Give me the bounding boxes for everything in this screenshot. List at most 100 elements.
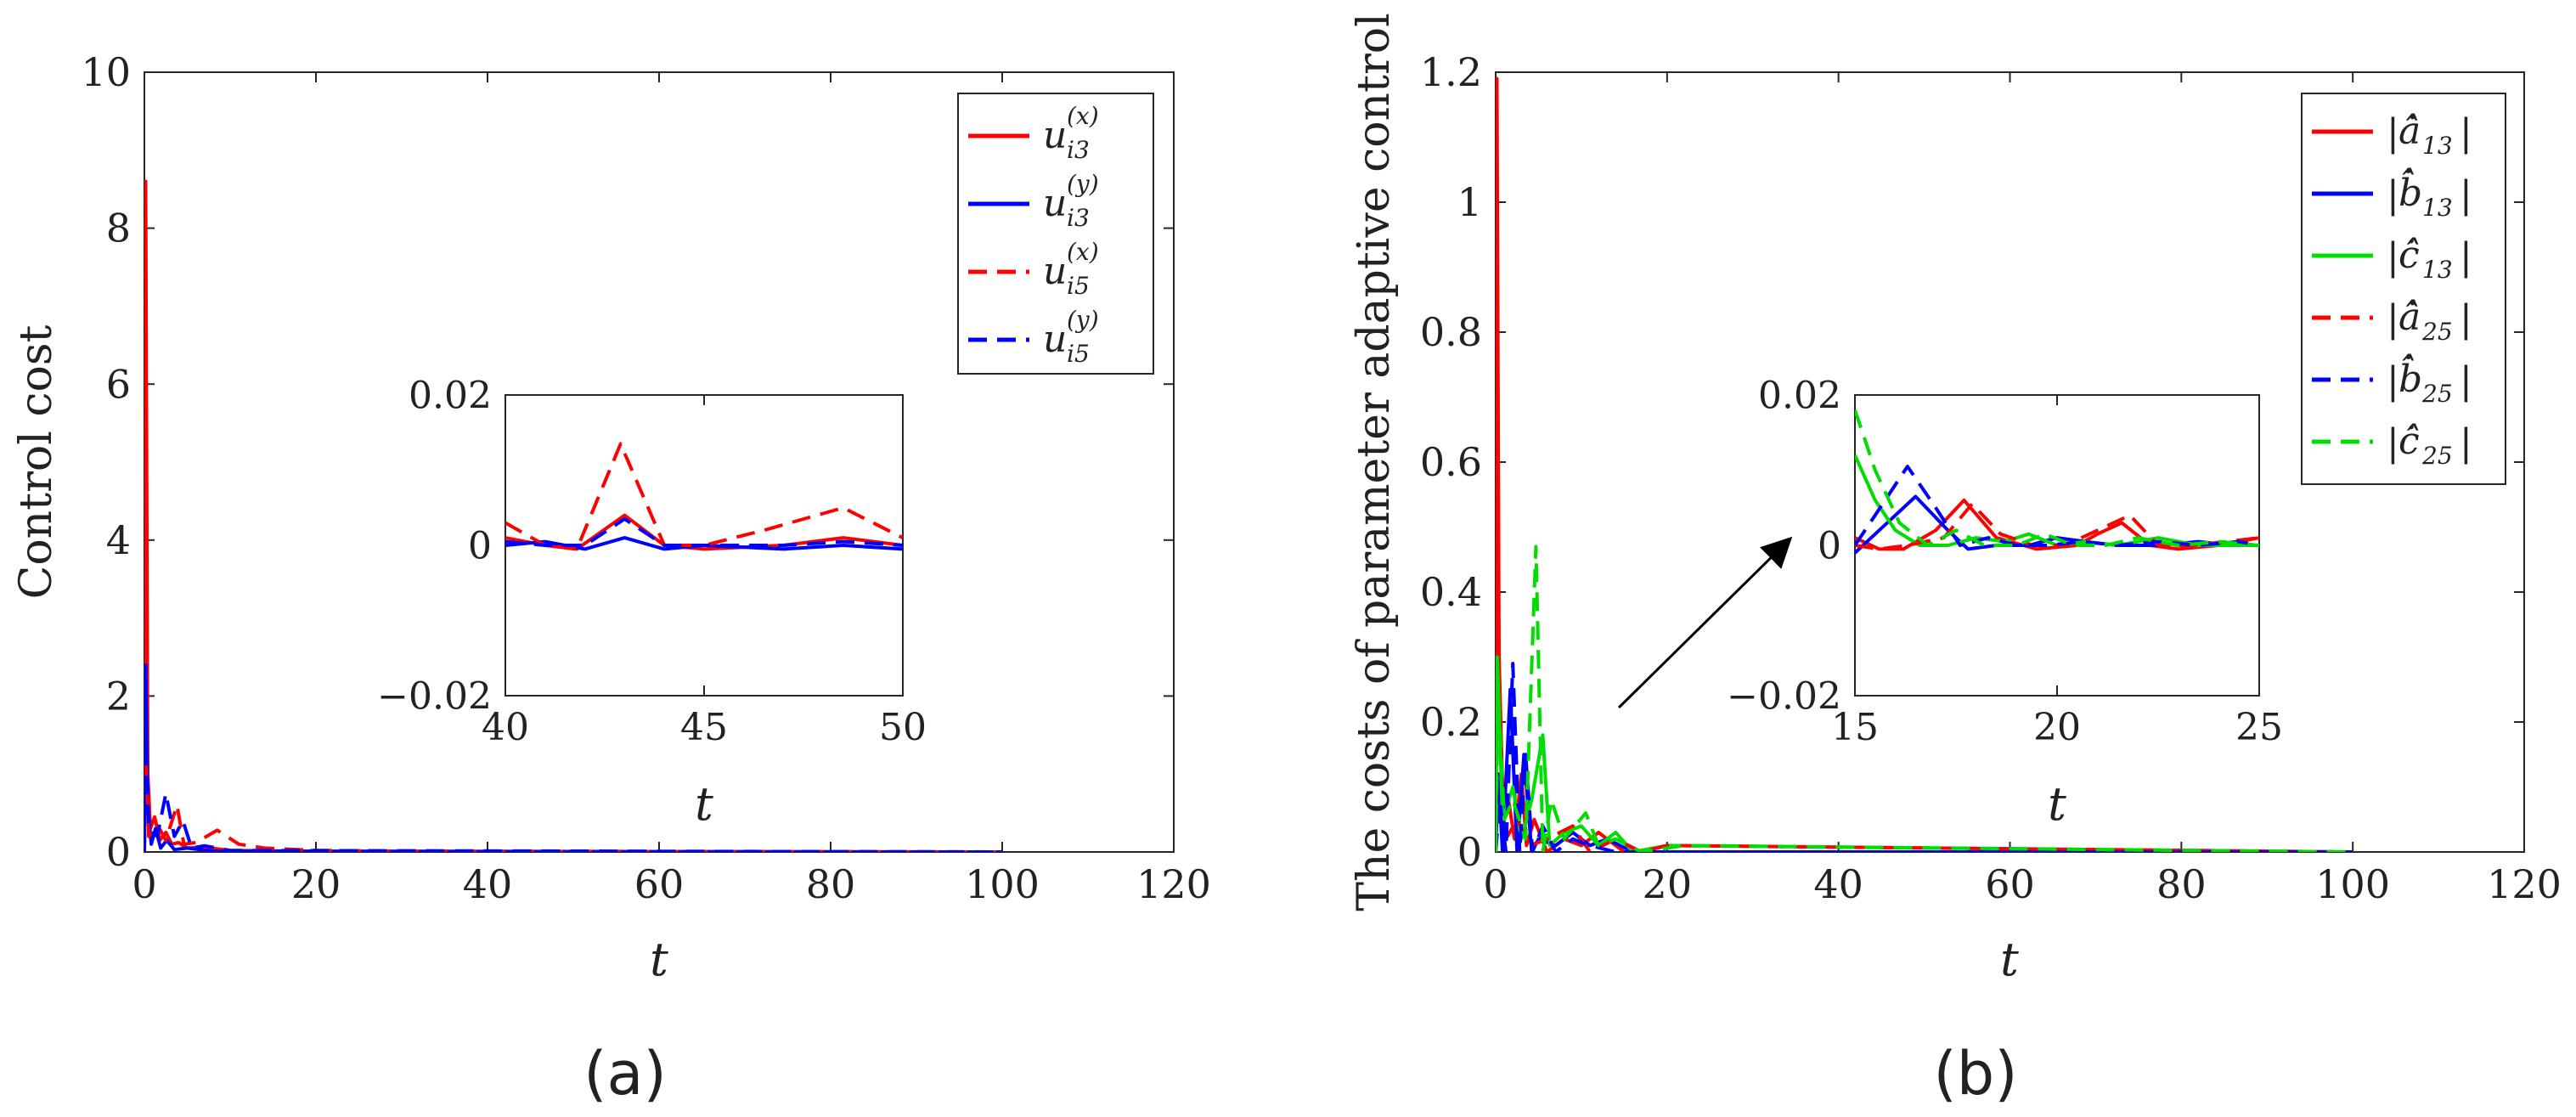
- chart-b-legend-subscript: 13: [2422, 132, 2453, 160]
- chart-b-inset-xtick-label: 20: [2033, 706, 2081, 749]
- chart-b-inset: 15 20 25 −0.02 0 0.02 t: [1727, 374, 2283, 831]
- chart-b-ytick-label: 0.4: [1420, 569, 1482, 615]
- chart-a-legend-superscript: (x): [1067, 102, 1099, 130]
- chart-a-inset-xtick-label: 50: [879, 706, 927, 749]
- chart-a-legend-subscript: i3: [1067, 136, 1090, 164]
- chart-a-legend-subscript: i5: [1067, 340, 1090, 368]
- chart-b-legend-subscript: 25: [2421, 442, 2453, 470]
- chart-b-series: [1496, 76, 2353, 852]
- chart-b-inset-line-4: [1855, 465, 2259, 547]
- chart-a-inset-ytick-label: 0.02: [409, 374, 492, 417]
- chart-a-legend: u i3(x)u i3(y)u i5(x)u i5(y): [957, 93, 1154, 375]
- chart-b-legend-label: ĉ̇: [2398, 420, 2420, 463]
- chart-a-legend-entries: u i3(x)u i3(y)u i5(x)u i5(y): [968, 102, 1099, 368]
- chart-a-ylabel: Control cost: [11, 324, 62, 599]
- chart-b-xtick-label: 100: [2315, 861, 2390, 907]
- chart-b-inset-line-0: [1855, 498, 2259, 551]
- chart-a-line-2: [144, 748, 1003, 852]
- chart-b-legend-bar-left: |: [2387, 359, 2399, 403]
- chart-a-ytick-label: 2: [106, 674, 131, 719]
- chart-b-legend-bar-right: |: [2460, 173, 2472, 217]
- chart-a-legend-label: u: [1043, 182, 1067, 225]
- chart-b-line-3: [1496, 798, 2353, 852]
- chart-b-legend-label: b̂̇: [2398, 166, 2422, 215]
- chart-b-inset-ytick-label: −0.02: [1727, 674, 1841, 718]
- chart-a-inset-xtick-label: 45: [680, 706, 728, 749]
- chart-a-xtick-label: 120: [1136, 861, 1211, 907]
- chart-b-legend-bar-left: |: [2387, 173, 2399, 217]
- chart-a-series: [144, 179, 1003, 852]
- chart-b-legend-box: [2301, 93, 2506, 485]
- chart-a-inset-ticks: 40 45 50 −0.02 0 0.02: [377, 374, 927, 749]
- chart-a-ytick-label: 10: [81, 49, 131, 95]
- chart-b-inset-line-1: [1855, 494, 2259, 555]
- chart-a-line-3: [144, 725, 1003, 852]
- chart-a-legend-label: u: [1043, 318, 1067, 361]
- chart-a-inset: 40 45 50 −0.02 0 0.02 t: [377, 374, 927, 831]
- chart-a-legend-subscript: i5: [1067, 272, 1090, 300]
- chart-b-xlabel: t: [2000, 933, 2019, 986]
- chart-b-legend-bar-left: |: [2387, 235, 2399, 279]
- chart-a-ytick-label: 4: [106, 517, 131, 563]
- chart-b-xtick-label: 60: [1985, 861, 2035, 907]
- chart-a-ticks: 0 20 40 60 80 100 120 0 2 4 6 8 10: [81, 49, 1210, 907]
- chart-a-legend-label: u: [1043, 114, 1067, 157]
- chart-a-inset-line-3: [505, 517, 903, 547]
- chart-a-legend-subscript: i3: [1067, 204, 1090, 232]
- chart-b-ytick-label: 0.6: [1420, 439, 1482, 485]
- chart-a-ytick-label: 8: [106, 206, 131, 251]
- chart-a-xtick-label: 40: [463, 861, 513, 907]
- chart-b-legend-bar-right: |: [2460, 235, 2472, 279]
- chart-b-ticks: 0 20 40 60 80 100 120 0 0.2 0.4 0.6 0.8 1 1.2: [1420, 49, 2562, 907]
- chart-b-xtick-label: 20: [1643, 861, 1693, 907]
- chart-b-legend-label: b̂̇: [2398, 352, 2422, 401]
- chart-b-legend-bar-right: |: [2460, 297, 2472, 341]
- chart-a: 0 20 40 60 80 100 120 0 2 4 6 8 10 Control cost t (a…: [11, 49, 1211, 1109]
- chart-b-legend-subscript: 13: [2422, 194, 2453, 222]
- chart-a-legend-superscript: (x): [1067, 238, 1099, 266]
- chart-a-ytick-label: 6: [106, 361, 131, 407]
- chart-a-inset-ytick-label: −0.02: [377, 674, 492, 718]
- chart-b-legend-bar-right: |: [2460, 421, 2472, 465]
- chart-b-legend-bar-right: |: [2460, 359, 2472, 403]
- chart-b-inset-xtick-label: 15: [1831, 706, 1879, 749]
- chart-b-legend-label: â̇: [2398, 110, 2421, 153]
- chart-a-xtick-label: 100: [965, 861, 1040, 907]
- chart-a-ytick-label: 0: [106, 829, 131, 875]
- chart-a-inset-xtick-label: 40: [482, 706, 529, 749]
- chart-b-legend-entries: | â̇ 13 || b̂̇ 13 || ĉ̇ 13 || â̇ 25 || b̂̇ 25 || ĉ̇ 2…: [2312, 110, 2472, 470]
- chart-b-legend-label: ĉ̇: [2398, 234, 2420, 277]
- chart-b-legend-subscript: 25: [2421, 318, 2453, 346]
- chart-b-inset-series: [1855, 409, 2259, 555]
- chart-a-inset-series: [505, 442, 903, 551]
- chart-b-xtick-label: 80: [2156, 861, 2207, 907]
- chart-b-ytick-label: 0.8: [1420, 309, 1482, 355]
- chart-a-xtick-label: 20: [291, 861, 341, 907]
- chart-b-ytick-label: 0.2: [1420, 699, 1482, 745]
- chart-b-ylabel: The costs of parameter adaptive control: [1349, 13, 1400, 911]
- chart-b-legend-subscript: 13: [2422, 256, 2453, 284]
- chart-b-panel-label: (b): [1933, 1039, 2017, 1109]
- chart-b-inset-arrow: [1617, 536, 1793, 709]
- chart-b-legend: | â̇ 13 || b̂̇ 13 || ĉ̇ 13 || â̇ 25 || b̂̇ 25 || ĉ̇ 2…: [2301, 93, 2506, 485]
- chart-a-inset-ytick-label: 0: [468, 524, 492, 567]
- chart-a-xlabel: t: [650, 933, 668, 986]
- chart-b-inset-ytick-label: 0.02: [1758, 374, 1841, 417]
- chart-a-inset-xlabel: t: [695, 777, 713, 831]
- chart-b-legend-bar-left: |: [2387, 297, 2399, 341]
- chart-b-line-5: [1496, 544, 2353, 852]
- chart-b-inset-xtick-label: 25: [2235, 706, 2283, 749]
- chart-b-ytick-label: 1: [1457, 179, 1482, 225]
- chart-a-inset-line-1: [505, 536, 903, 551]
- chart-b-inset-line-5: [1855, 409, 2259, 547]
- chart-b-legend-bar-right: |: [2460, 111, 2472, 155]
- chart-b-xtick-label: 40: [1813, 861, 1863, 907]
- chart-b-ytick-label: 1.2: [1420, 49, 1482, 95]
- chart-a-panel-label: (a): [583, 1039, 667, 1109]
- chart-a-xtick-label: 0: [132, 861, 156, 907]
- chart-a-xtick-label: 60: [634, 861, 685, 907]
- chart-b: 0 20 40 60 80 100 120 0 0.2 0.4 0.6 0.8 1 1.2 The cos…: [1349, 13, 2562, 1109]
- chart-a-legend-label: u: [1043, 250, 1067, 293]
- chart-b-legend-label: â̇: [2398, 296, 2421, 339]
- chart-a-legend-box: [957, 93, 1154, 375]
